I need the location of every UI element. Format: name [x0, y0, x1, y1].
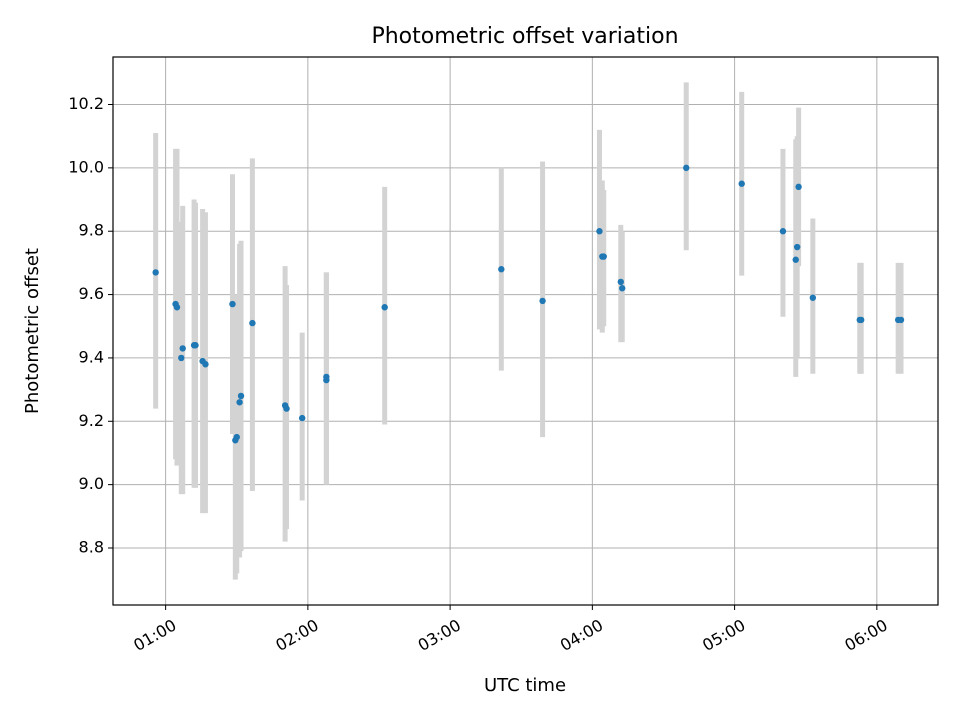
data-point — [539, 297, 546, 305]
data-point — [298, 414, 306, 422]
data-point — [178, 354, 185, 362]
data-point — [857, 316, 865, 324]
data-point — [229, 300, 236, 308]
data-point — [323, 373, 330, 381]
data-point — [600, 253, 607, 260]
data-point — [498, 266, 505, 273]
data-point — [792, 256, 799, 263]
data-point — [173, 304, 181, 311]
y-tick-label: 9.0 — [79, 474, 104, 493]
data-point — [152, 269, 159, 276]
data-point — [179, 345, 186, 352]
data-point — [237, 392, 245, 400]
data-point — [249, 319, 256, 327]
y-tick-label: 9.2 — [79, 411, 104, 430]
data-point — [738, 180, 745, 187]
data-point — [683, 164, 690, 172]
chart-title: Photometric offset variation — [371, 24, 678, 49]
data-point — [809, 294, 817, 301]
data-point — [192, 342, 199, 349]
data-point — [283, 405, 290, 412]
data-point — [795, 183, 802, 191]
data-point — [619, 285, 626, 292]
y-axis-ticks: 8.8 9.0 9.2 9.4 9.6 9.8 10.0 10.2 — [68, 94, 113, 556]
data-point — [793, 243, 801, 251]
y-tick-label: 8.8 — [79, 537, 104, 556]
y-axis-label: Photometric offset — [22, 248, 43, 414]
y-tick-label: 9.6 — [79, 284, 104, 303]
data-point — [779, 228, 787, 235]
data-point — [617, 278, 625, 286]
y-tick-label: 9.8 — [79, 221, 104, 240]
data-points — [152, 164, 905, 444]
y-tick-label: 9.4 — [79, 347, 104, 366]
x-axis-label: UTC time — [484, 675, 566, 696]
data-point — [596, 228, 603, 235]
data-point — [897, 316, 905, 324]
data-point — [381, 304, 388, 311]
data-point — [233, 433, 240, 441]
plot-frame — [112, 56, 939, 606]
y-tick-label: 10.0 — [68, 157, 104, 176]
data-point — [202, 361, 209, 368]
y-tick-label: 10.2 — [68, 94, 104, 113]
data-point — [236, 399, 243, 406]
